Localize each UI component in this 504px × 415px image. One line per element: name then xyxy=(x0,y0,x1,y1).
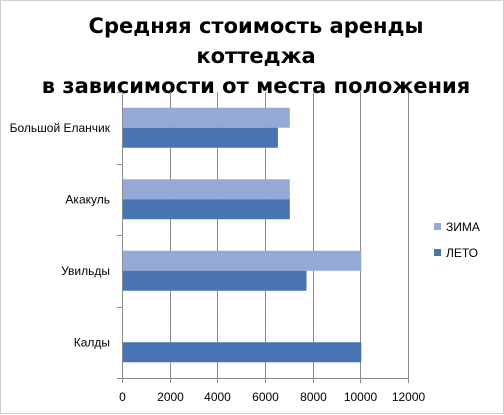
chart-title-line-2: в зависимости от места положения xyxy=(41,74,471,98)
x-tick-label: 10000 xyxy=(344,390,378,404)
x-tick-label: 2000 xyxy=(157,390,184,404)
x-tick-label: 12000 xyxy=(392,390,426,404)
bar-summer xyxy=(123,270,307,291)
y-tick-label: Увильды xyxy=(61,264,110,278)
bar-summer xyxy=(123,342,362,363)
bar-summer xyxy=(123,199,290,220)
bar-winter xyxy=(123,250,362,271)
x-tick-label: 0 xyxy=(119,390,126,404)
x-tick-label: 8000 xyxy=(300,390,327,404)
y-tick-label: Акакуль xyxy=(65,192,110,206)
bar-winter xyxy=(123,179,290,200)
legend-swatch xyxy=(434,249,441,256)
bar-winter xyxy=(123,107,290,128)
x-tick-label: 6000 xyxy=(252,390,279,404)
legend-label: ЗИМА xyxy=(446,220,480,234)
y-tick-label: Калды xyxy=(74,335,110,349)
chart-title-line-1: Средняя стоимость аренды коттеджа xyxy=(88,14,424,68)
chart-title: Средняя стоимость аренды коттеджа в зави… xyxy=(41,11,471,101)
bar-summer xyxy=(123,127,278,148)
legend-swatch xyxy=(434,223,441,230)
y-tick-label: Большой Еланчик xyxy=(10,121,111,135)
legend-label: ЛЕТО xyxy=(446,246,478,260)
x-tick-label: 4000 xyxy=(204,390,231,404)
